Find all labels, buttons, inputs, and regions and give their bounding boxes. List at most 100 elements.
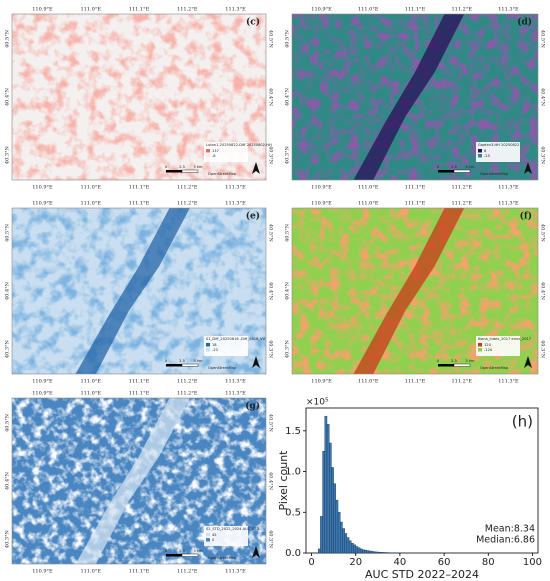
scale-label: 5 km <box>465 165 475 169</box>
lat-label: 40.3°N <box>268 530 274 549</box>
scale-bar <box>181 169 199 173</box>
legend-title: Luton1-20250822-Diff 20250802-HH <box>206 143 272 147</box>
lon-label: 111.2°E <box>177 201 198 207</box>
north-arrow <box>524 162 532 174</box>
lat-label: 40.4°N <box>5 281 11 300</box>
lat-label: 40.5°N <box>268 224 274 243</box>
bar <box>364 549 367 554</box>
bar <box>317 548 321 554</box>
legend-value: 120 <box>484 343 492 347</box>
bar <box>366 550 370 554</box>
x-tick-label: 0 <box>308 557 314 568</box>
legend-title: S2_STD_2022_2024 AUC_STD <box>206 527 260 531</box>
legend-swatch <box>206 533 210 537</box>
lon-label: 111.1°E <box>405 185 426 191</box>
legend-value: -25 <box>484 154 490 158</box>
panel-label: (g) <box>245 401 260 412</box>
lat-label: 40.5°N <box>268 30 274 49</box>
annotation: Mean:8.34 <box>485 524 535 535</box>
bar <box>333 483 337 554</box>
legend-box <box>204 142 248 162</box>
bar <box>342 528 345 554</box>
lon-label: 111.1°E <box>129 201 150 207</box>
scale-label: 2.5 <box>451 165 457 169</box>
scale-label: 2.5 <box>179 165 185 169</box>
map-panel <box>12 14 266 180</box>
legend-swatch <box>478 348 482 352</box>
lon-label: 111.0°E <box>81 201 102 207</box>
lat-label: 40.3°N <box>540 340 546 359</box>
lon-label: 111.0°E <box>81 391 102 397</box>
lon-label: 111.0°E <box>81 185 102 191</box>
legend-swatch <box>478 154 482 158</box>
bar <box>377 551 381 554</box>
lon-label: 111.1°E <box>405 379 426 385</box>
lat-label: 40.3°N <box>5 529 11 548</box>
x-tick-label: 60 <box>438 557 451 568</box>
lat-label: 40.3°N <box>540 146 546 165</box>
legend-box <box>476 336 520 356</box>
legend-value: 137 <box>212 149 219 153</box>
legend-swatch <box>206 149 210 153</box>
lon-label: 111.2°E <box>452 201 473 207</box>
lon-label: 110.9°E <box>32 7 53 13</box>
x-tick-label: 100 <box>523 557 542 568</box>
map-frame <box>291 13 539 181</box>
scale-bar <box>166 170 182 173</box>
lat-label: 40.3°N <box>285 339 291 358</box>
lat-label: 40.5°N <box>285 223 291 242</box>
lon-label: 111.0°E <box>81 379 102 385</box>
lat-label: 40.5°N <box>5 413 11 432</box>
basemap-credit: OpenStreetMap <box>208 172 237 176</box>
lon-label: 111.0°E <box>358 7 379 13</box>
lon-label: 111.0°E <box>358 201 379 207</box>
bar <box>353 544 356 554</box>
bar <box>324 415 328 554</box>
legend-value: -120 <box>484 348 493 352</box>
scale-bar <box>438 170 454 173</box>
legend-swatch <box>478 343 482 347</box>
lat-label: 40.5°N <box>540 224 546 243</box>
bar <box>329 442 332 554</box>
lat-label: 40.4°N <box>5 471 11 490</box>
lat-label: 40.5°N <box>268 414 274 433</box>
lon-label: 111.2°E <box>177 379 198 385</box>
lat-label: 40.3°N <box>5 145 11 164</box>
lon-label: 111.1°E <box>129 391 150 397</box>
scale-bar <box>181 553 199 557</box>
legend-swatch <box>206 154 210 158</box>
lon-label: 111.3°E <box>225 569 246 575</box>
legend-value: -8 <box>212 154 216 158</box>
lat-label: 40.3°N <box>268 146 274 165</box>
legend-box <box>204 336 248 356</box>
bar <box>348 540 352 554</box>
lon-label: 111.1°E <box>129 569 150 575</box>
bar <box>326 424 330 554</box>
lat-label: 40.4°N <box>268 88 274 107</box>
basemap-credit: OpenStreetMap <box>480 366 509 370</box>
bar <box>344 533 348 554</box>
map-frame <box>11 397 267 565</box>
y-tick-label: 0.5 <box>285 507 301 518</box>
lon-label: 111.3°E <box>225 7 246 13</box>
scale-label: 0 <box>437 359 440 363</box>
legend-value: 0 <box>212 538 215 542</box>
legend-value: 6 <box>484 149 487 153</box>
legend-swatch <box>206 348 210 352</box>
lat-label: 40.4°N <box>540 88 546 107</box>
scale-label: 2.5 <box>451 359 457 363</box>
lon-label: 110.9°E <box>32 391 53 397</box>
scale-label: 5 km <box>465 359 475 363</box>
bar <box>331 467 334 554</box>
lon-label: 111.3°E <box>498 7 519 13</box>
y-tick-label: 1.0 <box>285 467 301 478</box>
lon-label: 111.1°E <box>129 379 150 385</box>
lon-label: 111.2°E <box>452 379 473 385</box>
lat-label: 40.3°N <box>285 145 291 164</box>
scale-bar <box>166 554 182 557</box>
bar <box>337 512 341 554</box>
legend-value: -20 <box>212 348 219 352</box>
lon-label: 110.9°E <box>311 201 332 207</box>
bar <box>370 551 374 554</box>
lat-label: 40.5°N <box>285 29 291 48</box>
